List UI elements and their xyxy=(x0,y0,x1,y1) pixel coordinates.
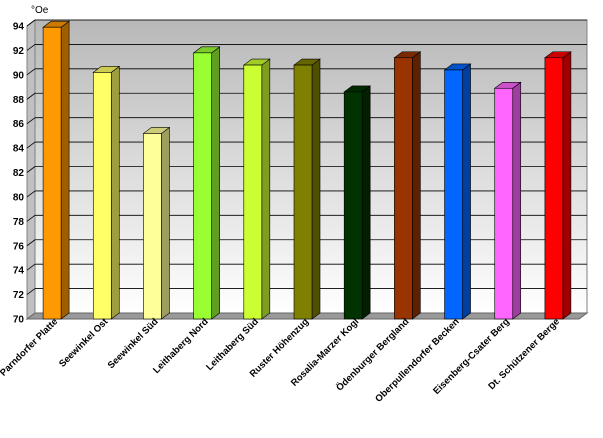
y-tick-label: 88 xyxy=(13,95,25,106)
y-tick-label: 70 xyxy=(13,315,25,326)
y-tick-label: 86 xyxy=(13,119,25,130)
gridline-side xyxy=(26,92,36,100)
bar-front xyxy=(42,26,62,320)
bar xyxy=(92,65,121,320)
bar-side xyxy=(261,58,271,320)
y-tick-label: 76 xyxy=(13,241,25,252)
x-category-label: Oberpullendorfer Becken xyxy=(373,316,462,405)
bars xyxy=(42,20,572,320)
bar-side xyxy=(60,20,70,320)
gridline-side xyxy=(26,68,36,76)
gridline-side xyxy=(26,19,36,27)
gridline-side xyxy=(26,117,36,124)
bar-side xyxy=(110,65,120,320)
bar-front xyxy=(394,57,413,320)
gridline-side xyxy=(26,166,36,173)
gridline-side xyxy=(26,263,36,271)
bar xyxy=(343,85,372,320)
y-tick-label: 92 xyxy=(13,46,25,57)
bar xyxy=(42,20,70,320)
y-axis-tick-labels: 70 72 74 76 78 80 82 84 86 88 90 92 94 xyxy=(13,22,25,326)
y-tick-label: 90 xyxy=(13,70,25,81)
y-tick-label: 74 xyxy=(13,266,25,277)
gridline-side xyxy=(26,288,36,295)
bar xyxy=(393,51,422,320)
bar xyxy=(544,51,572,320)
gridline-side xyxy=(26,215,36,222)
x-category-label: Leithaberg Süd xyxy=(204,316,261,373)
bar-front xyxy=(494,87,514,320)
bar xyxy=(293,58,321,320)
bar-side xyxy=(562,51,572,320)
y-tick-label: 84 xyxy=(13,144,25,155)
gridline-side xyxy=(26,141,36,149)
y-tick-label: 80 xyxy=(13,192,25,203)
bar-side xyxy=(161,126,170,320)
unit-label: °Oe xyxy=(31,5,49,16)
bar-front xyxy=(92,72,112,320)
bar xyxy=(242,58,271,320)
y-tick-label: 72 xyxy=(13,290,25,301)
bar-side xyxy=(211,46,220,320)
bar xyxy=(142,126,171,320)
y-tick-label: 82 xyxy=(13,168,25,179)
y-tick-label: 94 xyxy=(13,22,25,33)
bar-front xyxy=(143,133,162,320)
bar-front xyxy=(444,69,463,320)
bar-front xyxy=(193,52,212,320)
bar-side xyxy=(462,63,471,320)
bar xyxy=(493,81,522,320)
gridline-side xyxy=(26,190,36,198)
x-category-label: Leithaberg Nord xyxy=(151,316,211,376)
bar-front xyxy=(544,57,564,320)
bar-side xyxy=(361,85,371,320)
y-tick-label: 78 xyxy=(13,217,25,228)
x-category-label: Seewinkel Ost xyxy=(57,316,111,370)
x-category-label: Seewinkel Süd xyxy=(106,316,161,371)
bar-side xyxy=(512,81,522,320)
gridline-side xyxy=(26,239,36,247)
bar-front xyxy=(243,64,263,320)
x-category-label: Parndorfer Platte xyxy=(0,316,60,378)
bar-side xyxy=(311,58,321,320)
bar-side xyxy=(412,51,421,320)
bar-front xyxy=(293,64,313,320)
bar-front xyxy=(343,91,363,320)
bar xyxy=(443,63,472,320)
bar xyxy=(192,46,221,320)
gridline-side xyxy=(26,44,36,51)
